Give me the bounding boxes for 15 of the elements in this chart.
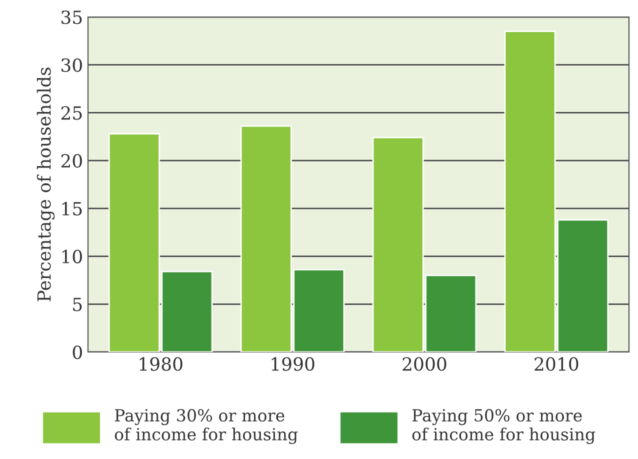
x-tick-label: 1980 [140, 357, 182, 371]
y-tick-label: 35 [62, 10, 82, 24]
y-tick-label: 15 [62, 202, 82, 216]
y-axis-title: Percentage of households [36, 68, 55, 302]
x-tick-label: 2000 [402, 357, 446, 371]
y-tick-label: 30 [62, 58, 82, 72]
legend-label: Paying 30% or more of income for housing [114, 409, 298, 444]
y-tick-label: 0 [72, 345, 82, 360]
y-tick-label: 20 [61, 154, 82, 168]
y-tick-label: 5 [73, 298, 82, 312]
y-tick-label: 25 [61, 106, 82, 120]
legend-label: Paying 50% or more of income for housing [412, 409, 596, 444]
y-tick-label: 10 [62, 250, 82, 264]
x-tick-label: 2010 [534, 357, 578, 371]
x-tick-label: 1990 [272, 357, 314, 371]
